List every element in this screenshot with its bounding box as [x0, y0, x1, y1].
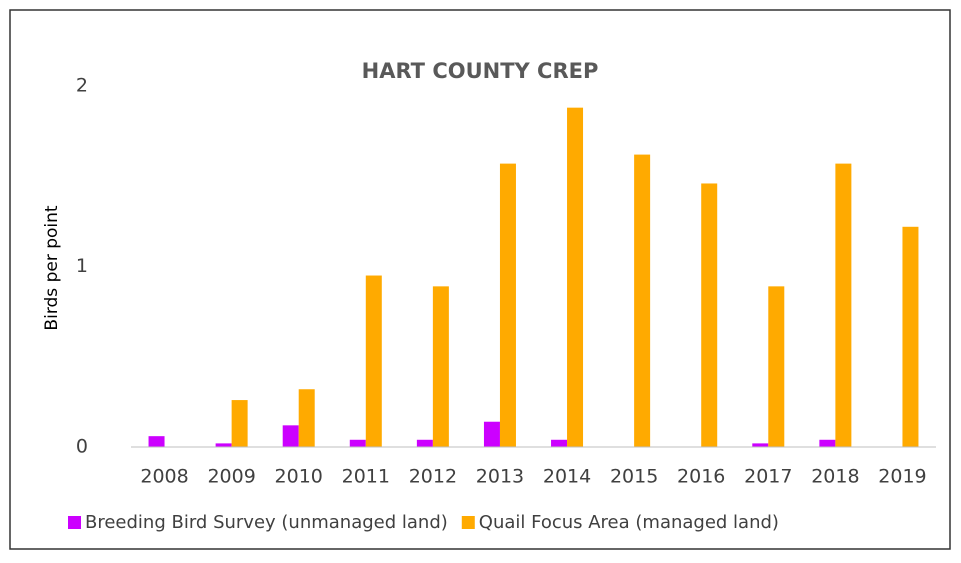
x-tick-label: 2010: [275, 466, 323, 488]
chart-title: HART COUNTY CREP: [362, 59, 599, 83]
bar: [701, 183, 718, 447]
bar: [432, 286, 449, 447]
bar: [148, 436, 165, 447]
bar: [902, 226, 919, 447]
bar: [349, 439, 366, 447]
y-tick-label: 0: [76, 436, 88, 458]
bar: [499, 163, 516, 448]
bar: [298, 389, 315, 447]
x-tick-label: 2009: [207, 466, 255, 488]
bar: [416, 439, 433, 447]
bar: [215, 443, 232, 447]
x-tick-label: 2016: [677, 466, 725, 488]
y-tick-label: 2: [76, 75, 88, 97]
y-tick-label: 1: [76, 255, 88, 277]
bar: [365, 275, 382, 447]
bar: [282, 425, 299, 447]
bar: [819, 439, 836, 447]
bar: [768, 286, 785, 447]
x-tick-label: 2019: [878, 466, 926, 488]
x-tick-label: 2012: [409, 466, 457, 488]
bar: [634, 154, 651, 447]
x-tick-label: 2018: [811, 466, 859, 488]
bar: [835, 163, 852, 448]
x-tick-label: 2017: [744, 466, 792, 488]
x-tick-label: 2015: [610, 466, 658, 488]
bar: [483, 421, 500, 447]
chart-frame: [9, 9, 951, 550]
legend-label: Breeding Bird Survey (unmanaged land): [85, 512, 448, 533]
bar: [551, 439, 568, 447]
legend-label: Quail Focus Area (managed land): [479, 512, 779, 533]
x-tick-label: 2013: [476, 466, 524, 488]
bar: [752, 443, 769, 447]
x-tick-label: 2014: [543, 466, 591, 488]
x-tick-label: 2011: [342, 466, 390, 488]
legend-swatch: [68, 516, 81, 529]
bar: [231, 400, 248, 447]
legend-swatch: [461, 516, 475, 529]
y-axis-label: Birds per point: [42, 205, 62, 330]
bar: [567, 107, 584, 447]
x-tick-label: 2008: [140, 466, 188, 488]
